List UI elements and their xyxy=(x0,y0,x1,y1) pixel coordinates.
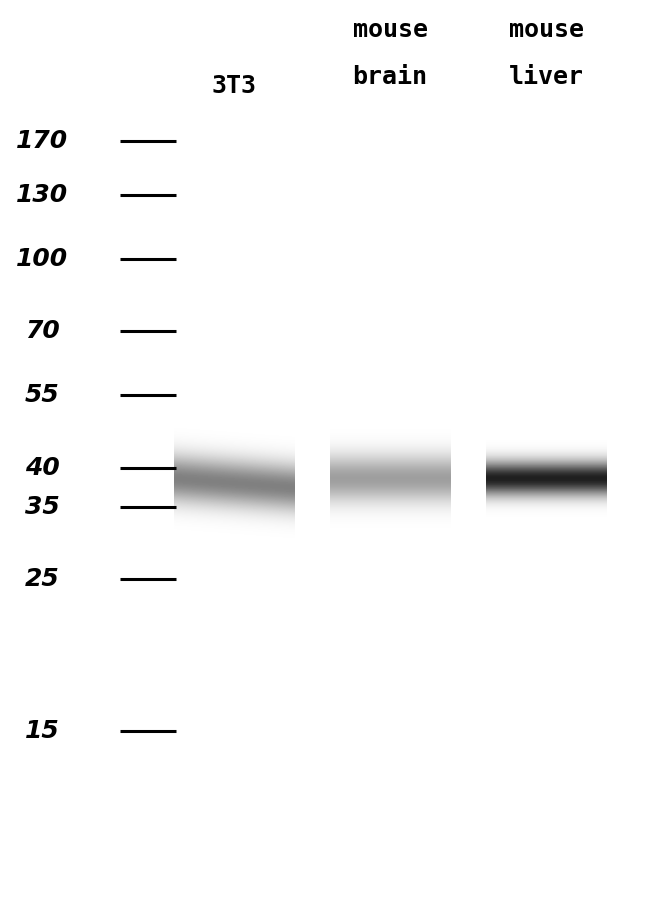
Text: 55: 55 xyxy=(25,383,60,407)
Text: 15: 15 xyxy=(25,719,60,743)
Text: 100: 100 xyxy=(16,247,68,271)
Text: liver: liver xyxy=(508,65,584,89)
Text: 25: 25 xyxy=(25,568,60,591)
Text: brain: brain xyxy=(352,65,428,89)
Bar xyxy=(330,91,450,867)
Text: mouse: mouse xyxy=(508,18,584,42)
Bar xyxy=(486,91,606,867)
Text: 35: 35 xyxy=(25,495,60,518)
Text: 70: 70 xyxy=(25,320,60,343)
Text: 40: 40 xyxy=(25,456,60,479)
Text: 3T3: 3T3 xyxy=(211,74,257,98)
Text: 170: 170 xyxy=(16,129,68,153)
Bar xyxy=(174,91,294,867)
Text: 130: 130 xyxy=(16,183,68,207)
Text: mouse: mouse xyxy=(352,18,428,42)
